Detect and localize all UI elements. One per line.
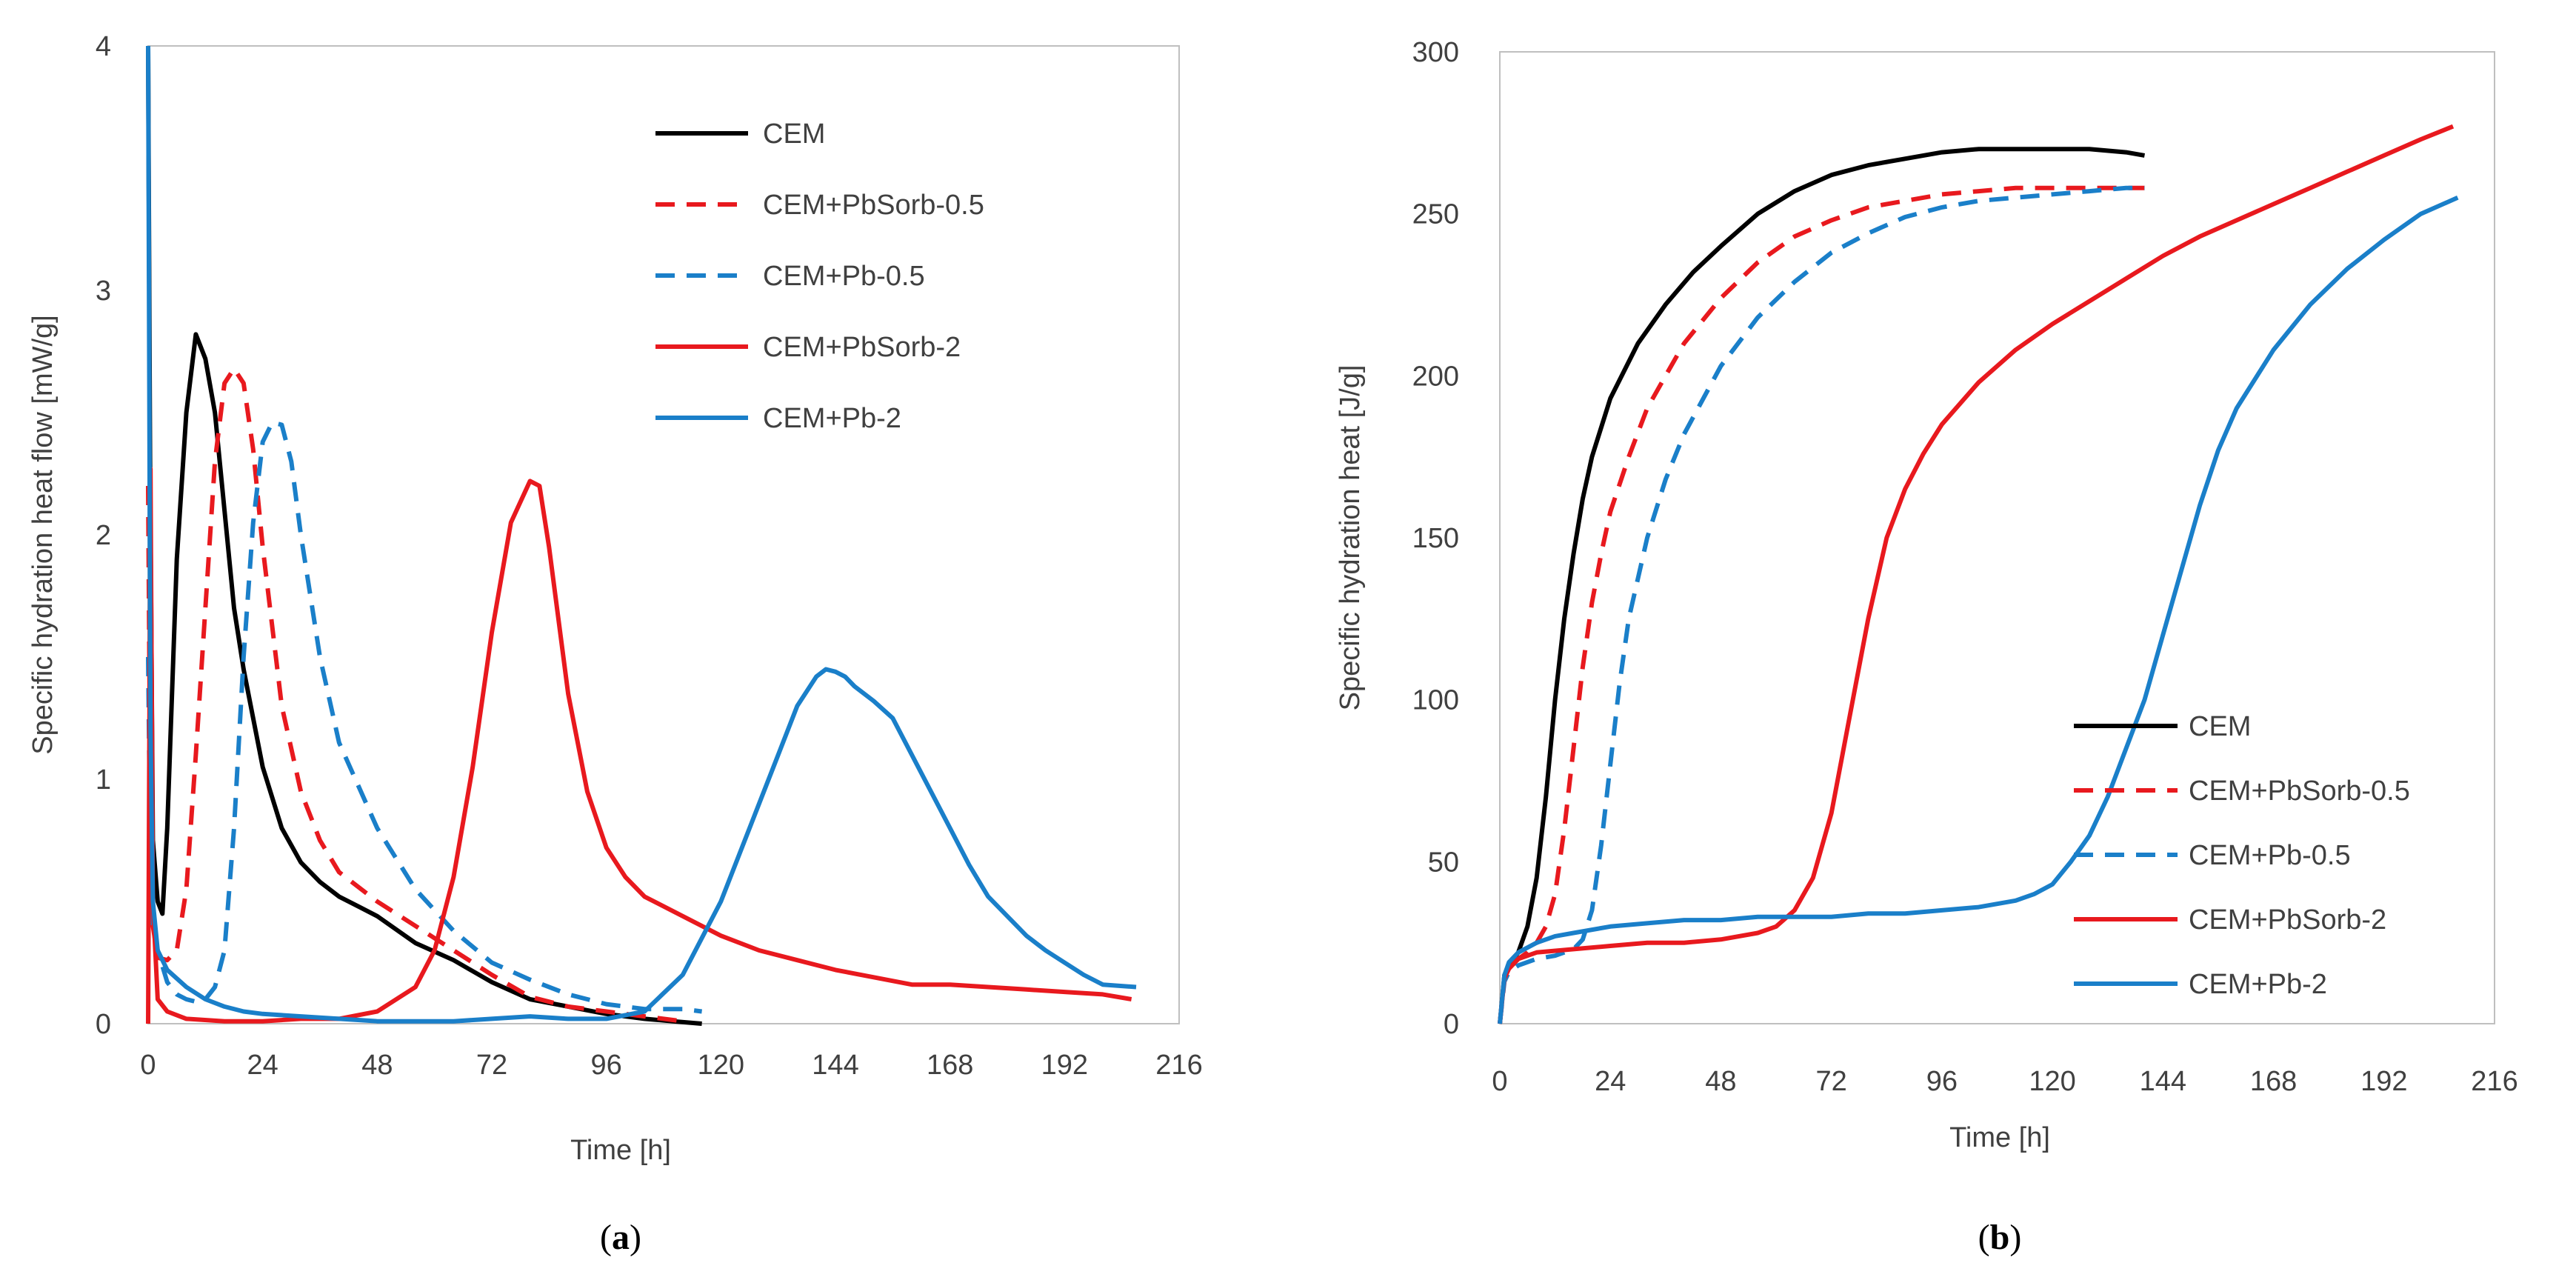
x-tick-label: 0 xyxy=(1492,1066,1507,1097)
y-axis-label: Specific hydration heat [J/g] xyxy=(1335,365,1366,711)
y-tick-label: 250 xyxy=(1412,199,1459,230)
x-tick-label: 144 xyxy=(812,1050,858,1081)
plot-area-frame xyxy=(1499,51,2495,1024)
x-tick-label: 216 xyxy=(1155,1050,1202,1081)
y-tick-label: 3 xyxy=(96,276,111,307)
legend-label: CEM+PbSorb-0.5 xyxy=(2189,776,2410,807)
legend-label: CEM xyxy=(2189,711,2251,742)
panel-a: 0 1 2 3 4 0 24 48 72 96 120 144 168 192 216 Specific … xyxy=(27,31,1203,1257)
legend-label: CEM+PbSorb-2 xyxy=(2189,904,2386,936)
series-line-2 xyxy=(1498,185,2145,1024)
panel-label: (a) xyxy=(600,1218,641,1257)
series-line-3 xyxy=(1498,124,2455,1024)
x-tick-label: 168 xyxy=(2250,1066,2297,1097)
legend-label: CEM+PbSorb-2 xyxy=(763,332,961,363)
y-tick-label: 50 xyxy=(1428,847,1459,878)
series-line-2 xyxy=(146,420,702,1014)
x-tick-label: 192 xyxy=(1041,1050,1088,1081)
x-tick-label: 96 xyxy=(1926,1066,1958,1097)
x-axis-label: Time [h] xyxy=(1949,1122,2050,1153)
y-axis-label: Specific hydration heat flow [mW/g] xyxy=(27,315,59,754)
x-tick-label: 72 xyxy=(476,1050,507,1081)
y-tick-label: 0 xyxy=(1444,1009,1459,1040)
x-tick-label: 48 xyxy=(361,1050,393,1081)
legend: CEM CEM+PbSorb-0.5 CEM+Pb-0.5 CEM+PbSorb-2 C… xyxy=(655,119,984,434)
legend-label: CEM+Pb-2 xyxy=(2189,969,2327,1000)
legend-label: CEM+PbSorb-0.5 xyxy=(763,190,984,221)
x-axis-label: Time [h] xyxy=(570,1135,671,1166)
legend: CEM CEM+PbSorb-0.5 CEM+Pb-0.5 CEM+PbSorb-2 C… xyxy=(2074,711,2410,1000)
series-line-4 xyxy=(146,45,1137,1024)
series-layer xyxy=(146,45,1137,1026)
x-tick-label: 168 xyxy=(927,1050,973,1081)
legend-label: CEM+Pb-2 xyxy=(763,403,901,434)
series-line-0 xyxy=(1498,147,2146,1024)
y-tick-label: 0 xyxy=(96,1009,111,1040)
legend-label: CEM+Pb-0.5 xyxy=(763,261,925,292)
x-tick-label: 24 xyxy=(247,1050,278,1081)
x-tick-label: 24 xyxy=(1595,1066,1626,1097)
x-tick-label: 48 xyxy=(1705,1066,1736,1097)
x-tick-label: 216 xyxy=(2471,1066,2517,1097)
y-tick-label: 100 xyxy=(1412,685,1459,716)
y-tick-label: 1 xyxy=(96,764,111,796)
legend-label: CEM+Pb-0.5 xyxy=(2189,840,2351,871)
y-tick-label: 300 xyxy=(1412,37,1459,68)
x-tick-label: 72 xyxy=(1816,1066,1847,1097)
y-tick-label: 2 xyxy=(96,520,111,551)
series-line-3 xyxy=(146,466,1132,1024)
series-line-4 xyxy=(1498,196,2459,1024)
legend-label: CEM xyxy=(763,119,825,150)
panel-b: 0 50 100 150 200 250 300 0 24 48 72 96 120 144 168 192… xyxy=(1335,37,2518,1257)
y-ticks: 0 50 100 150 200 250 300 xyxy=(1412,37,1459,1040)
x-tick-label: 120 xyxy=(2029,1066,2075,1097)
x-tick-label: 192 xyxy=(2360,1066,2407,1097)
panel-label: (b) xyxy=(1978,1218,2022,1257)
y-tick-label: 4 xyxy=(96,31,111,62)
x-ticks: 0 24 48 72 96 120 144 168 192 216 xyxy=(1492,1066,2517,1097)
x-tick-label: 96 xyxy=(591,1050,622,1081)
x-tick-label: 0 xyxy=(140,1050,156,1081)
x-tick-label: 120 xyxy=(698,1050,744,1081)
y-tick-label: 150 xyxy=(1412,523,1459,554)
x-tick-label: 144 xyxy=(2140,1066,2186,1097)
x-ticks: 0 24 48 72 96 120 144 168 192 216 xyxy=(140,1050,1202,1081)
y-ticks: 0 1 2 3 4 xyxy=(96,31,111,1040)
series-layer xyxy=(1498,124,2459,1024)
y-tick-label: 200 xyxy=(1412,361,1459,392)
